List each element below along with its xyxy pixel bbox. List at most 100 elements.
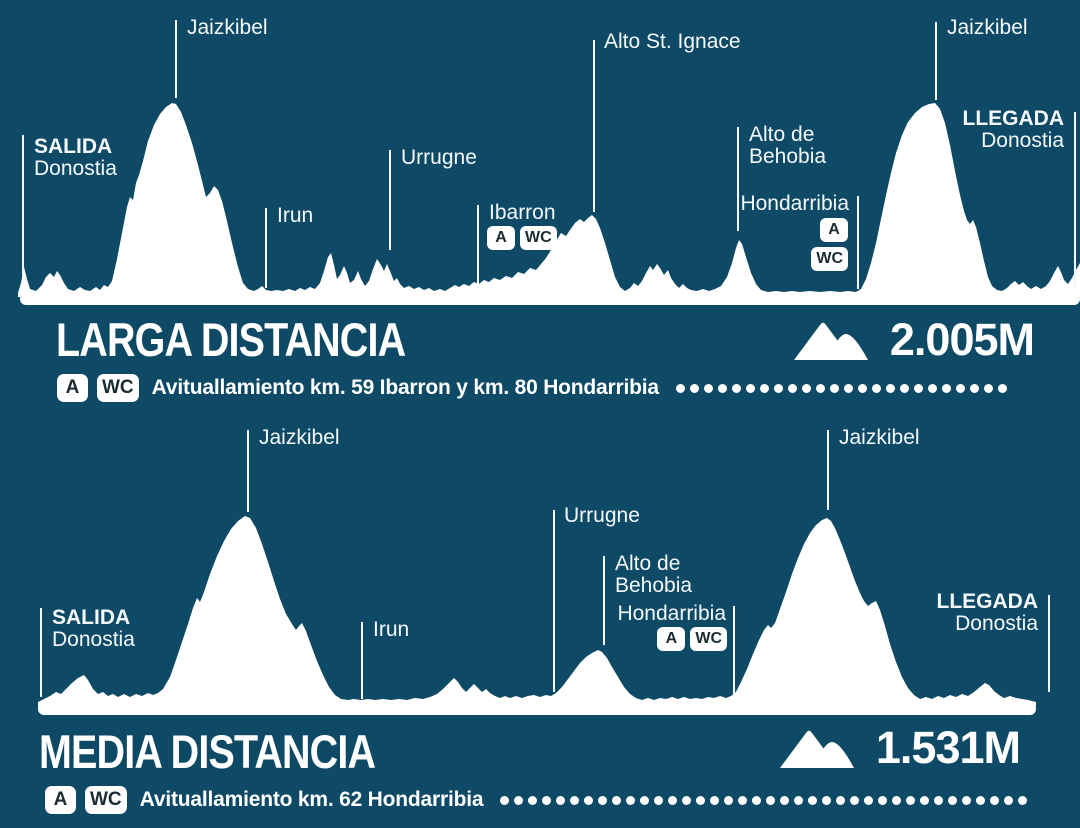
marker-label-hondarribia: Hondarribia [617, 602, 726, 625]
aid-badges-ibarron: A WC [487, 226, 557, 250]
marker-label-jaizkibel-1: Jaizkibel [259, 426, 340, 449]
mountain-icon [779, 730, 854, 768]
dot [983, 383, 993, 393]
dot [731, 383, 741, 393]
dot [654, 795, 664, 805]
larga-climb-stat: 2.005M [793, 314, 1035, 366]
marker-label-line: Alto de [749, 123, 815, 146]
marker-label-jaizkibel-2: Jaizkibel [839, 426, 920, 449]
aid-badge-wc: WC [811, 247, 848, 271]
dot [717, 383, 727, 393]
marker-line-alto-de-behobia [603, 556, 605, 645]
media-dots [500, 795, 1028, 805]
marker-label-line: SALIDA [52, 606, 131, 629]
marker-line-irun [361, 622, 363, 699]
dot [675, 383, 685, 393]
marker-label-line: Behobia [749, 145, 827, 169]
marker-label-line: Jaizkibel [259, 426, 340, 449]
dot [703, 383, 713, 393]
media-silhouette [38, 516, 1036, 706]
dot [689, 383, 699, 393]
marker-label-urrugne: Urrugne [564, 504, 640, 527]
dot [962, 795, 972, 805]
dot [871, 383, 881, 393]
dot [969, 383, 979, 393]
dot [710, 795, 720, 805]
marker-label-line: Alto St. Ignace [604, 30, 741, 53]
marker-label-urrugne: Urrugne [401, 146, 477, 169]
dot [794, 795, 804, 805]
marker-label-irun: Irun [277, 204, 314, 227]
marker-label-line: Ibarron [489, 201, 556, 224]
dot [920, 795, 930, 805]
marker-label-alto-st-ignace: Alto St. Ignace [604, 30, 741, 53]
dot [1004, 795, 1014, 805]
marker-label-line: Alto de [615, 552, 681, 575]
aid-badges-hondarribia: A WC [657, 627, 727, 651]
larga-silhouette [18, 103, 1080, 297]
aid-badge-wc: WC [690, 627, 727, 651]
aid-badge-wc: WC [520, 226, 557, 250]
media-title: MEDIA DISTANCIA [39, 725, 376, 778]
marker-label-jaizkibel-1: Jaizkibel [187, 16, 268, 39]
marker-line-ibarron [477, 205, 479, 288]
marker-label-salida: SALIDA Donostia [52, 606, 135, 652]
marker-line-llegada [1074, 112, 1076, 289]
dot [948, 795, 958, 805]
marker-label-line: Hondarribia [740, 192, 849, 215]
marker-label-line: Behobia [615, 574, 693, 598]
dot [864, 795, 874, 805]
aid-badge-wc: WC [97, 374, 139, 402]
dot [556, 795, 566, 805]
dot [927, 383, 937, 393]
dot [514, 795, 524, 805]
larga-aid-note: Avituallamiento km. 59 Ibarron y km. 80 … [151, 376, 659, 399]
aid-badge-a: A [657, 627, 686, 651]
mountain-icon [793, 322, 868, 360]
marker-label-line: Urrugne [401, 146, 477, 169]
dot [850, 795, 860, 805]
marker-label-line: Jaizkibel [187, 16, 268, 39]
aid-badge-a: A [487, 226, 515, 250]
dot [899, 383, 909, 393]
dot [570, 795, 580, 805]
larga-aid-row: A WC Avituallamiento km. 59 Ibarron y km… [57, 374, 1007, 402]
marker-line-hondarribia [857, 196, 859, 289]
dot [682, 795, 692, 805]
marker-line-alto-de-behobia [737, 127, 739, 231]
dot [878, 795, 888, 805]
marker-label-line: Jaizkibel [839, 426, 920, 449]
dot [780, 795, 790, 805]
dot [829, 383, 839, 393]
larga-title: LARGA DISTANCIA [56, 313, 406, 366]
dot [766, 795, 776, 805]
dot [500, 795, 510, 805]
media-climb-value: 1.531M [875, 722, 1021, 773]
dot [584, 795, 594, 805]
aid-badge-wc: WC [85, 786, 127, 814]
dot [934, 795, 944, 805]
dot [528, 795, 538, 805]
marker-label-hondarribia: Hondarribia [740, 192, 849, 215]
marker-line-jaizkibel-1 [247, 430, 249, 512]
marker-label-line: Hondarribia [617, 602, 726, 625]
dot [822, 795, 832, 805]
dot [752, 795, 762, 805]
dot [857, 383, 867, 393]
dot [801, 383, 811, 393]
marker-label-line: Irun [277, 204, 314, 227]
marker-line-llegada [1048, 595, 1050, 692]
larga-climb-value: 2.005M [889, 314, 1035, 365]
dot [759, 383, 769, 393]
dot [913, 383, 923, 393]
aid-badges-hondarribia: A WC [811, 218, 848, 271]
dot [836, 795, 846, 805]
marker-line-jaizkibel-2 [827, 430, 829, 510]
marker-label-jaizkibel-2: Jaizkibel [947, 16, 1028, 39]
aid-badge-a: A [57, 374, 88, 402]
media-climb-stat: 1.531M [779, 722, 1021, 774]
marker-line-jaizkibel-2 [935, 22, 937, 100]
dot [626, 795, 636, 805]
marker-label-line: Donostia [52, 628, 135, 652]
